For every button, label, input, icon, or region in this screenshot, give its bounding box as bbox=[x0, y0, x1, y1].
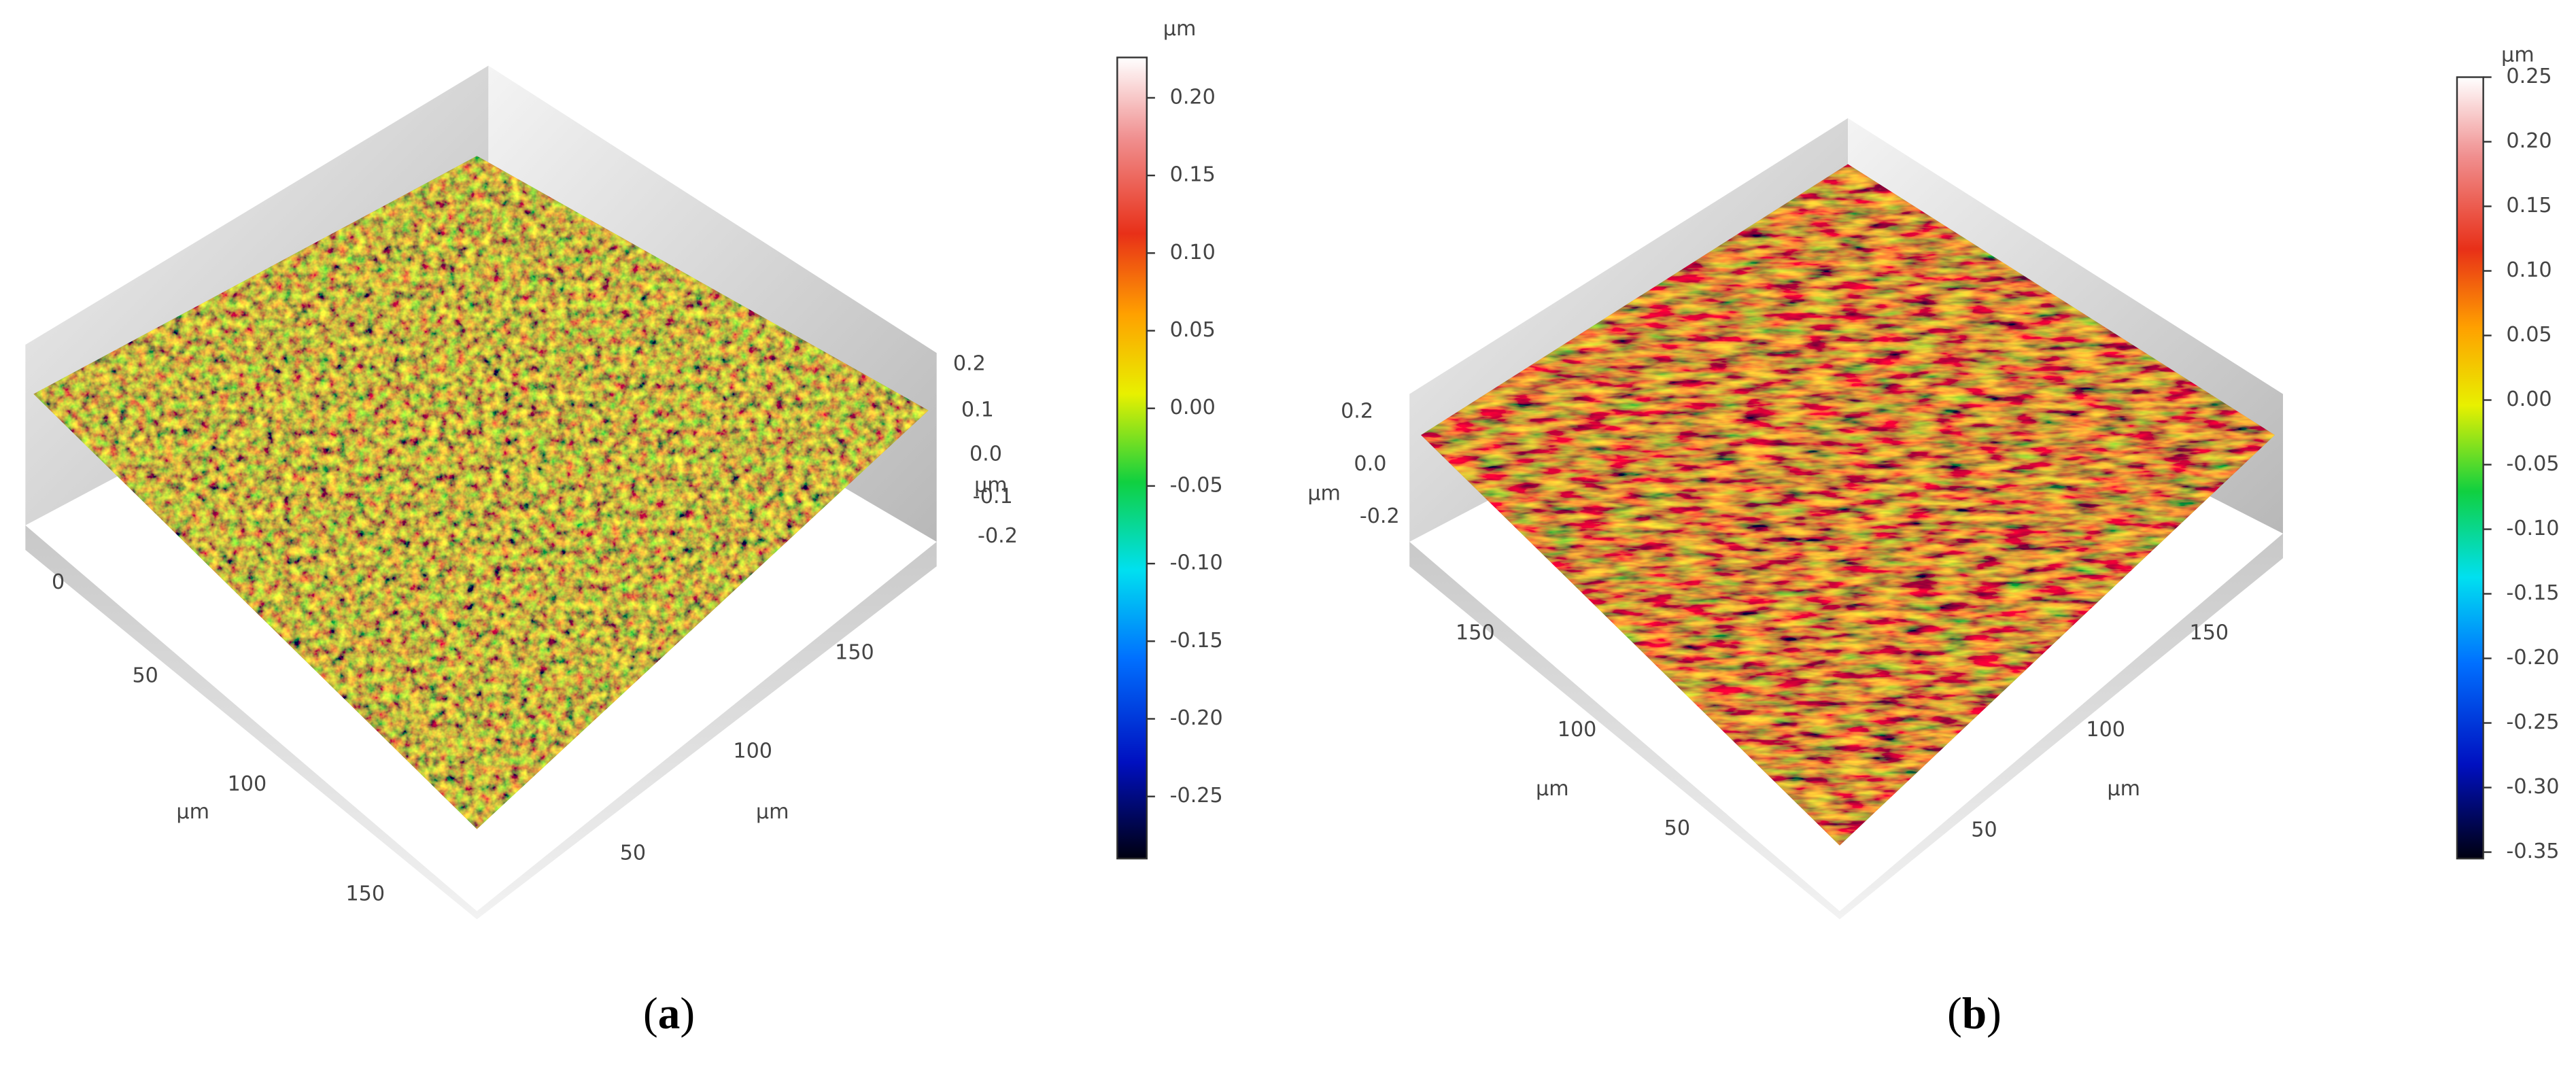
y-tick-label: 50 bbox=[620, 841, 646, 865]
z-tick-label: 0.0 bbox=[1354, 452, 1386, 476]
x-tick-label: 0 bbox=[52, 570, 65, 594]
colorbar-tick-label: 0.00 bbox=[2506, 387, 2552, 411]
x-axis-unit: µm bbox=[1536, 777, 1569, 801]
surface-b bbox=[1409, 118, 2283, 920]
x-tick-label: 150 bbox=[1456, 621, 1495, 645]
colorbar-tick-label: -0.30 bbox=[2506, 775, 2559, 799]
colorbar bbox=[1116, 56, 1148, 860]
colorbar-unit: µm bbox=[1163, 17, 1197, 41]
surface-texture bbox=[1421, 164, 2275, 846]
colorbar-tick-label: -0.05 bbox=[1170, 473, 1223, 497]
z-tick-label: 0.2 bbox=[953, 352, 986, 376]
z-tick-label: 0.1 bbox=[961, 398, 994, 421]
colorbar-tick-label: 0.05 bbox=[2506, 323, 2552, 347]
panel-caption: (a) bbox=[643, 989, 695, 1038]
colorbar-tick-label: -0.15 bbox=[1170, 629, 1223, 653]
x-tick-label: 100 bbox=[228, 772, 267, 796]
surface-texture bbox=[33, 156, 929, 829]
colorbar-tick-label: -0.25 bbox=[1170, 784, 1223, 808]
x-tick-label: 150 bbox=[345, 882, 385, 906]
z-tick-label: 0.0 bbox=[969, 442, 1002, 466]
y-tick-label: 50 bbox=[1971, 818, 1997, 842]
colorbar-tick-label: -0.25 bbox=[2506, 710, 2559, 734]
colorbar-tick-label: -0.05 bbox=[2506, 452, 2559, 476]
colorbar-tick-label: -0.20 bbox=[2506, 646, 2559, 670]
colorbar-tick-label: 0.00 bbox=[1170, 396, 1216, 419]
z-tick-label: -0.2 bbox=[978, 524, 1018, 548]
colorbar-tick-label: 0.20 bbox=[2506, 129, 2552, 153]
surface-a bbox=[25, 65, 937, 920]
y-tick-label: 150 bbox=[835, 641, 874, 665]
x-tick-label: 50 bbox=[1664, 816, 1690, 840]
z-tick-label: 0.2 bbox=[1341, 400, 1373, 423]
x-tick-label: 100 bbox=[1558, 718, 1597, 742]
colorbar-tick-label: -0.15 bbox=[2506, 581, 2559, 605]
colorbar-tick-label: 0.10 bbox=[2506, 258, 2552, 282]
y-tick-label: 100 bbox=[2086, 718, 2125, 742]
colorbar-tick-label: -0.10 bbox=[1170, 551, 1223, 575]
colorbar-tick-label: 0.15 bbox=[1170, 163, 1216, 187]
colorbar-tick-label: 0.10 bbox=[1170, 241, 1216, 264]
z-axis-unit: µm bbox=[974, 473, 1008, 497]
colorbar bbox=[2456, 76, 2484, 860]
colorbar-tick-label: -0.10 bbox=[2506, 517, 2559, 540]
y-axis-unit: µm bbox=[2107, 777, 2140, 801]
x-axis-unit: µm bbox=[176, 800, 209, 824]
y-axis-unit: µm bbox=[756, 800, 789, 824]
panel-caption: (b) bbox=[1947, 989, 2002, 1038]
colorbar-tick-label: 0.15 bbox=[2506, 194, 2552, 218]
z-tick-label: -0.2 bbox=[1360, 504, 1400, 528]
z-axis-unit: µm bbox=[1307, 481, 1341, 505]
colorbar-unit: µm bbox=[2501, 44, 2535, 67]
x-tick-label: 50 bbox=[132, 663, 158, 687]
colorbar-tick-label: 0.20 bbox=[1170, 85, 1216, 109]
z-tick-label: -0.1 bbox=[973, 485, 1013, 508]
colorbar-tick-label: -0.35 bbox=[2506, 840, 2559, 863]
colorbar-tick-label: 0.25 bbox=[2506, 65, 2552, 88]
y-tick-label: 100 bbox=[733, 740, 772, 763]
colorbar-tick-label: -0.20 bbox=[1170, 706, 1223, 730]
colorbar-tick-label: 0.05 bbox=[1170, 318, 1216, 342]
y-tick-label: 150 bbox=[2190, 621, 2229, 645]
